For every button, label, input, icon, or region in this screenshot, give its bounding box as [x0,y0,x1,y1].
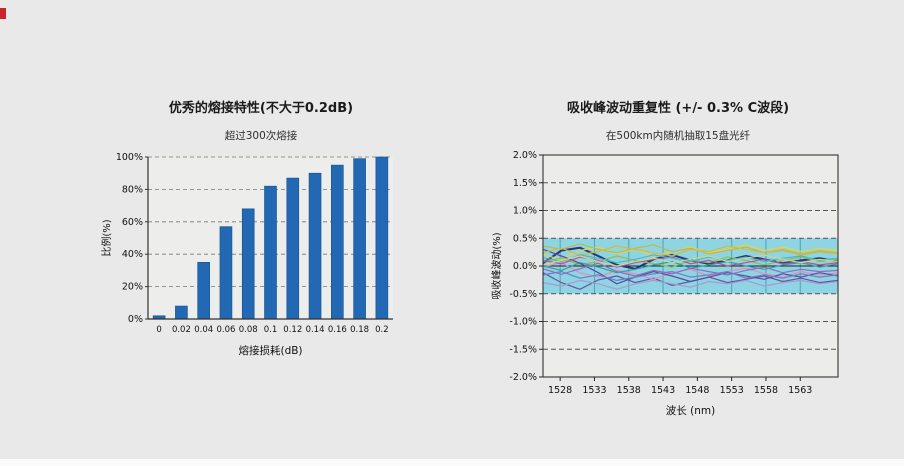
svg-text:80%: 80% [122,184,143,195]
svg-text:0.14: 0.14 [306,325,325,335]
svg-text:1563: 1563 [788,385,812,396]
svg-text:0.2: 0.2 [375,325,389,335]
svg-text:0.1: 0.1 [264,325,278,335]
svg-text:0.5%: 0.5% [513,233,537,244]
svg-text:0.16: 0.16 [328,325,347,335]
svg-text:比例(%): 比例(%) [100,219,113,256]
splice-loss-chart: 优秀的熔接特性(不大于0.2dB) 超过300次熔接 0% 20% 40% 60% 80… [96,100,426,367]
svg-text:40%: 40% [122,249,143,260]
svg-text:0.04: 0.04 [194,325,213,335]
svg-text:-1.5%: -1.5% [509,344,537,355]
svg-text:1.0%: 1.0% [513,206,537,217]
svg-text:1548: 1548 [685,385,709,396]
svg-text:1533: 1533 [582,385,606,396]
absorption-chart-title: 吸收峰波动重复性 (+/- 0.3% C波段) [566,101,790,116]
svg-text:1543: 1543 [651,385,675,396]
svg-text:熔接损耗(dB): 熔接损耗(dB) [238,344,302,357]
svg-text:60%: 60% [122,217,143,228]
splice-bar-chart-svg: 0% 20% 40% 60% 80% 100% 0 0.02 0.04 0.06 0.08 0.1 0.… [100,152,393,357]
svg-text:-0.5%: -0.5% [509,289,537,300]
svg-text:0%: 0% [128,314,143,325]
svg-text:100%: 100% [116,152,143,163]
svg-text:-1.0%: -1.0% [509,317,537,328]
svg-text:1558: 1558 [754,385,778,396]
svg-text:1553: 1553 [720,385,744,396]
svg-text:0.06: 0.06 [216,325,235,335]
svg-text:0.08: 0.08 [239,325,258,335]
absorption-chart-subtitle: 在500km内随机抽取15盘光纤 [605,130,751,142]
svg-text:吸收峰波动(%): 吸收峰波动(%) [490,232,503,299]
svg-text:20%: 20% [122,282,143,293]
svg-text:波长 (nm): 波长 (nm) [666,404,715,417]
svg-text:-2.0%: -2.0% [509,372,537,383]
splice-chart-title: 优秀的熔接特性(不大于0.2dB) [168,101,354,116]
svg-text:1538: 1538 [617,385,641,396]
absorption-line-chart-svg: 2.0% 1.5% 1.0% 0.5% 0.0% -0.5% -1.0% -1.5% -2.0%… [490,150,839,417]
svg-text:1.5%: 1.5% [513,178,537,189]
bottom-white-strip [0,459,904,466]
svg-text:0.18: 0.18 [350,325,369,335]
svg-text:1528: 1528 [548,385,572,396]
absorption-peak-chart: 吸收峰波动重复性 (+/- 0.3% C波段) 在500km内随机抽取15盘光纤… [486,100,870,421]
svg-text:0.12: 0.12 [283,325,302,335]
svg-text:0.02: 0.02 [172,325,191,335]
red-accent-mark [0,8,6,19]
svg-text:0.0%: 0.0% [513,261,537,272]
splice-chart-subtitle: 超过300次熔接 [224,130,298,142]
svg-text:2.0%: 2.0% [513,150,537,161]
svg-text:0: 0 [156,325,161,335]
